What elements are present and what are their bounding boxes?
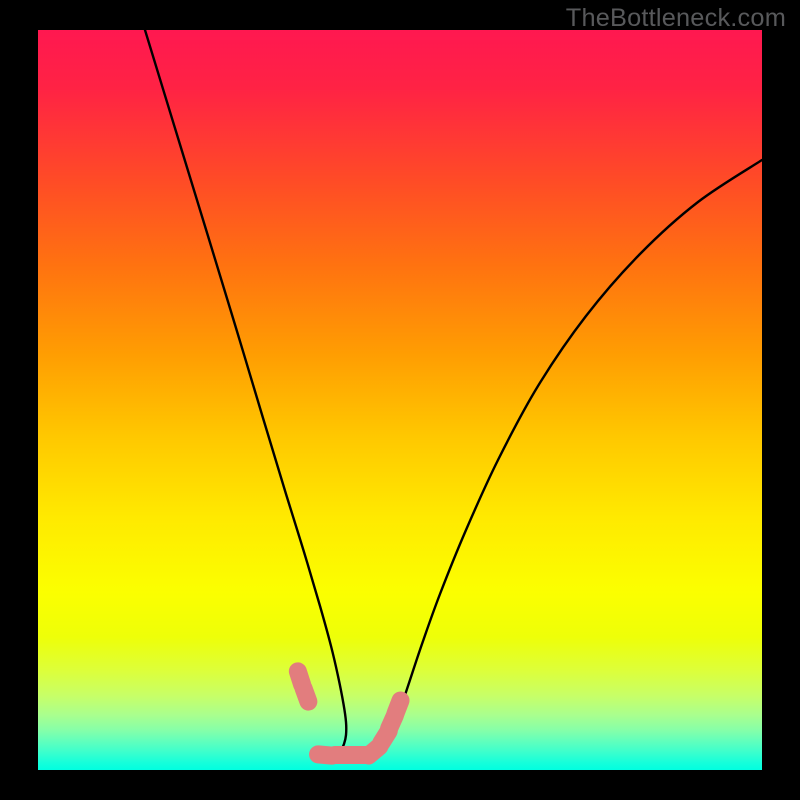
bottleneck-curve <box>145 30 762 759</box>
watermark-text: TheBottleneck.com <box>566 4 786 33</box>
chart-svg <box>38 30 762 770</box>
figure-root: TheBottleneck.com <box>0 0 800 800</box>
plot-area <box>38 30 762 770</box>
